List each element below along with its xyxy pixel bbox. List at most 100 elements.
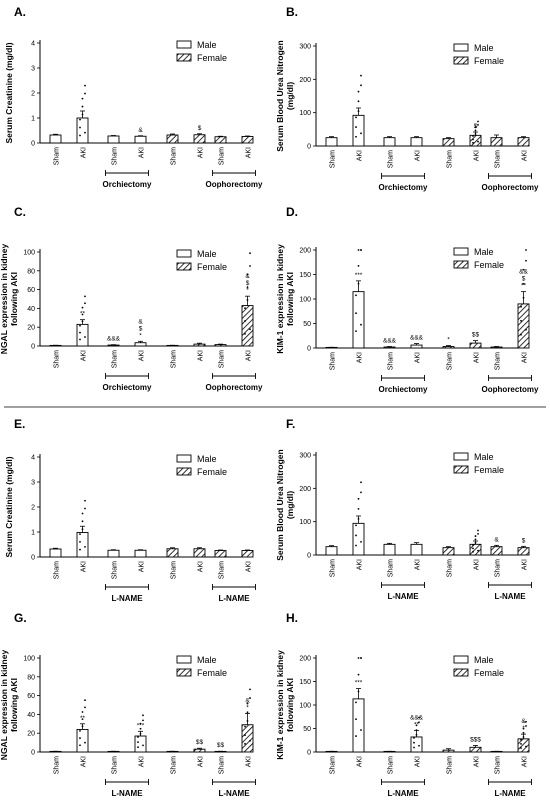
bar <box>76 323 89 347</box>
panel-letter: H. <box>286 611 298 625</box>
significance-mark: &&& <box>383 338 397 345</box>
data-point <box>472 547 474 550</box>
bar <box>241 305 254 347</box>
data-point <box>79 540 81 543</box>
x-tick-label: AKI <box>81 147 88 158</box>
x-tick-label: Sham <box>54 756 61 774</box>
y-axis-label: (mg/dl) <box>285 82 295 110</box>
y-axis-label: Serum Blood Urea Nitrogen <box>275 449 285 560</box>
legend-label-male: Male <box>197 40 217 50</box>
data-point <box>360 657 362 659</box>
x-tick-label: AKI <box>139 561 146 572</box>
significance-mark: $ <box>522 537 526 544</box>
x-tick-label: Sham <box>330 352 337 370</box>
bar <box>352 291 365 349</box>
data-point <box>79 324 81 327</box>
data-point <box>249 265 251 267</box>
y-tick-label: 100 <box>299 110 311 117</box>
group-label: L-NAME <box>111 789 143 798</box>
data-point <box>81 105 84 108</box>
data-point <box>244 307 246 310</box>
x-tick-label: AKI <box>139 350 146 361</box>
y-axis-label: NGAL expression in kidney <box>0 650 9 761</box>
x-tick-label: AKI <box>357 150 364 161</box>
y-tick-label: 0 <box>307 144 311 151</box>
data-point <box>472 135 474 137</box>
x-tick-label: Sham <box>495 352 502 370</box>
bar <box>134 342 147 347</box>
y-axis-label: (mg/dl) <box>285 491 295 519</box>
y-axis-label: KIM-1 expression in kidney <box>275 244 285 354</box>
bar <box>469 746 482 753</box>
data-point <box>522 727 525 730</box>
y-tick-label: 0 <box>31 555 35 562</box>
significance-mark: * <box>139 332 142 339</box>
y-tick-label: 60 <box>27 693 35 700</box>
data-point <box>360 84 362 87</box>
bar <box>107 135 120 144</box>
y-tick-label: 0 <box>31 750 35 757</box>
y-axis-label: following AKI <box>285 272 295 326</box>
x-tick-label: Sham <box>112 350 119 368</box>
y-tick-label: 0 <box>307 346 311 353</box>
significance-mark: $ <box>522 276 526 283</box>
significance-mark: &&& <box>410 714 424 721</box>
bar <box>193 343 206 347</box>
y-tick-label: 150 <box>299 679 311 686</box>
x-tick-label: AKI <box>474 150 481 161</box>
data-point <box>413 737 415 739</box>
bar <box>134 735 147 753</box>
data-point <box>477 529 479 532</box>
bar <box>442 346 455 349</box>
panel-e: E. Serum Creatinine (mg/dl) 0 1 2 3 4 Sham AKI Sh… <box>4 417 256 603</box>
data-point <box>246 711 249 714</box>
data-point <box>525 725 527 727</box>
legend-swatch-female <box>453 465 469 474</box>
y-tick-label: 20 <box>27 731 35 738</box>
data-point <box>137 741 139 744</box>
bar <box>517 738 530 753</box>
data-point <box>474 132 477 135</box>
significance-mark: &&& <box>410 335 424 342</box>
bar <box>442 547 455 556</box>
panel-a: A. Serum Creatinine (mg/dl) 0 1 2 3 4 Sham AKI Sh… <box>4 5 263 189</box>
y-tick-label: 1 <box>31 530 35 537</box>
bar <box>383 346 396 349</box>
legend-label-male: Male <box>474 655 494 665</box>
panel-letter: B. <box>286 5 298 19</box>
y-axis-label: following AKI <box>9 678 19 732</box>
data-point <box>520 742 522 745</box>
bar <box>469 342 482 349</box>
data-point <box>142 719 144 722</box>
legend-swatch-female <box>453 260 469 269</box>
bar <box>193 548 206 558</box>
y-tick-label: 80 <box>27 268 35 275</box>
data-point <box>84 741 86 744</box>
data-point <box>357 110 360 112</box>
group-label: L-NAME <box>494 789 526 798</box>
y-axis-label: KIM-1 expression in kidney <box>275 650 285 760</box>
panel-letter: F. <box>286 417 295 431</box>
data-point <box>249 688 251 691</box>
x-tick-label: AKI <box>198 350 205 361</box>
data-point <box>355 544 357 547</box>
data-point <box>355 135 357 138</box>
significance-mark: $$ <box>196 739 204 746</box>
bar <box>107 549 120 558</box>
x-tick-label: AKI <box>139 756 146 767</box>
significance-mark: *** <box>137 722 145 729</box>
data-point <box>244 320 246 322</box>
x-tick-label: Sham <box>112 561 119 579</box>
y-tick-label: 300 <box>299 453 311 460</box>
x-tick-label: AKI <box>415 756 422 767</box>
x-tick-label: Sham <box>330 756 337 774</box>
data-point <box>246 702 249 705</box>
data-point <box>79 118 81 121</box>
data-point <box>360 249 362 251</box>
x-tick-label: Sham <box>54 561 61 579</box>
bar <box>469 543 482 556</box>
x-tick-label: AKI <box>522 559 529 570</box>
data-point <box>472 138 474 141</box>
data-point <box>355 701 357 704</box>
